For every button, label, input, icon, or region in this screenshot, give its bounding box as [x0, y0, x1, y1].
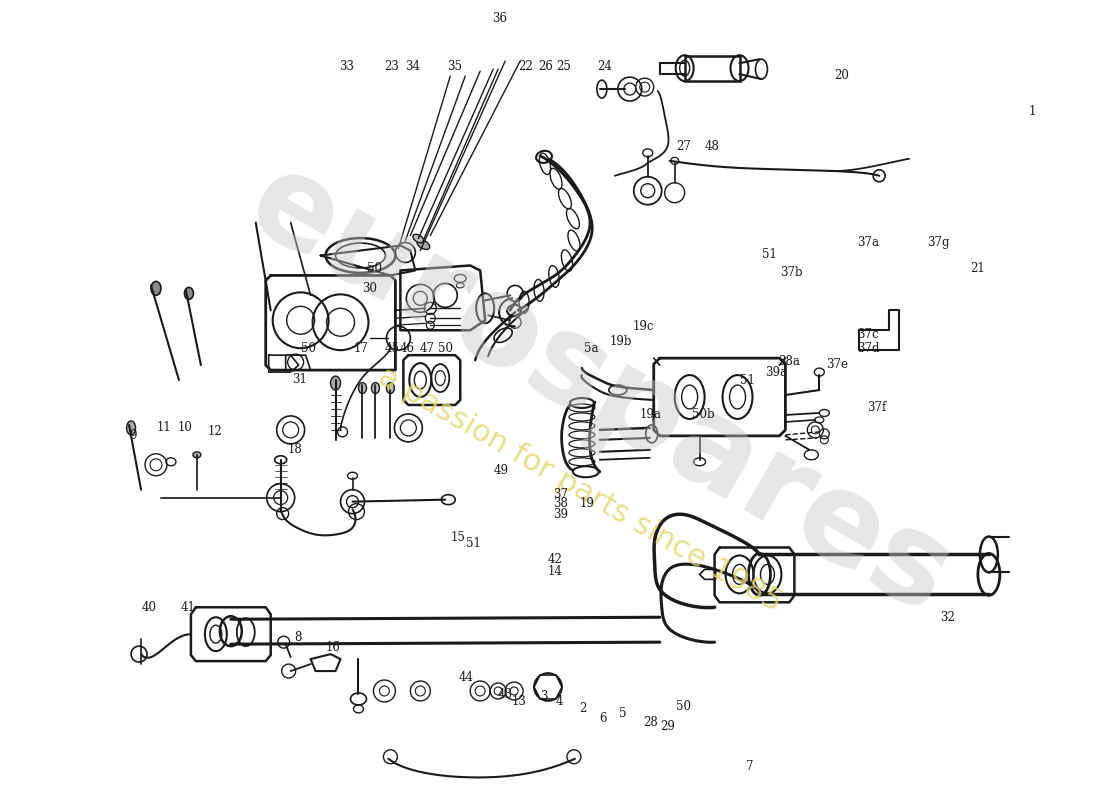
Text: 50b: 50b: [692, 408, 715, 421]
Text: 14: 14: [548, 565, 563, 578]
Ellipse shape: [192, 452, 201, 458]
Text: 42: 42: [548, 553, 563, 566]
Text: 37d: 37d: [857, 342, 879, 354]
Text: 50: 50: [438, 342, 453, 355]
Text: 9: 9: [130, 430, 136, 442]
Text: 24: 24: [597, 60, 613, 74]
Ellipse shape: [372, 382, 379, 394]
Text: 13: 13: [512, 695, 527, 708]
Text: 46: 46: [400, 342, 415, 355]
Text: 38a: 38a: [779, 355, 800, 368]
Text: 8: 8: [294, 631, 301, 644]
Text: 31: 31: [293, 373, 307, 386]
Text: 1: 1: [1030, 105, 1036, 118]
Text: 50: 50: [301, 342, 316, 355]
Text: 5a: 5a: [584, 342, 598, 354]
Ellipse shape: [126, 421, 135, 435]
Text: 18: 18: [288, 443, 302, 456]
Text: 45: 45: [385, 342, 399, 355]
Text: 28: 28: [644, 715, 658, 729]
Text: 37: 37: [553, 487, 569, 501]
Ellipse shape: [386, 382, 395, 394]
Text: 26: 26: [538, 60, 553, 74]
Text: 33: 33: [340, 60, 354, 74]
Text: 37g: 37g: [927, 236, 949, 249]
Text: 17: 17: [354, 342, 368, 355]
Text: 37f: 37f: [867, 402, 887, 414]
Ellipse shape: [359, 382, 366, 394]
Text: 48: 48: [705, 140, 719, 153]
Text: 37a: 37a: [857, 236, 879, 249]
Text: 25: 25: [556, 60, 571, 74]
Text: 15: 15: [450, 530, 465, 544]
Text: 49: 49: [493, 464, 508, 477]
Bar: [684, 56, 739, 81]
Text: 19c: 19c: [632, 320, 654, 333]
Text: 20: 20: [835, 69, 849, 82]
Text: 40: 40: [142, 601, 157, 614]
Text: 5: 5: [618, 707, 626, 720]
Ellipse shape: [331, 376, 341, 390]
Text: 30: 30: [363, 282, 377, 295]
Text: 39a: 39a: [764, 366, 786, 379]
Text: eurospares: eurospares: [228, 140, 972, 640]
Text: 22: 22: [518, 60, 534, 74]
Ellipse shape: [412, 234, 424, 243]
Text: a passion for parts since 1985: a passion for parts since 1985: [373, 362, 786, 618]
Text: 47: 47: [419, 342, 435, 355]
Text: 19: 19: [580, 497, 595, 510]
Text: 50: 50: [367, 262, 382, 275]
Text: 37c: 37c: [857, 328, 879, 341]
Ellipse shape: [417, 240, 430, 250]
Text: 37e: 37e: [826, 358, 848, 370]
Text: 32: 32: [939, 611, 955, 624]
Text: 3: 3: [540, 690, 547, 703]
Text: 36: 36: [492, 13, 507, 26]
Text: 38: 38: [553, 497, 569, 510]
Text: 10: 10: [177, 422, 192, 434]
Text: 27: 27: [676, 140, 691, 153]
Text: 6: 6: [598, 712, 606, 726]
Text: 51: 51: [740, 374, 755, 387]
Text: 7: 7: [746, 760, 754, 774]
Text: 51: 51: [762, 249, 777, 262]
Text: 23: 23: [385, 60, 399, 74]
Text: 37b: 37b: [780, 266, 803, 279]
Text: 50: 50: [676, 701, 692, 714]
Text: 44: 44: [459, 671, 474, 684]
Text: 29: 29: [660, 720, 674, 734]
Text: 43: 43: [497, 689, 513, 702]
Text: 4: 4: [557, 695, 563, 708]
Text: 16: 16: [326, 641, 340, 654]
Text: 41: 41: [180, 601, 196, 614]
Text: 51: 51: [465, 537, 481, 550]
Text: 19b: 19b: [610, 334, 632, 347]
Text: 11: 11: [156, 422, 172, 434]
Text: 21: 21: [970, 262, 986, 275]
Text: 35: 35: [447, 60, 462, 74]
Text: 34: 34: [405, 60, 420, 74]
Ellipse shape: [151, 282, 161, 295]
Ellipse shape: [185, 287, 194, 299]
Text: 12: 12: [208, 426, 222, 438]
Text: 19a: 19a: [640, 408, 662, 421]
Text: 39: 39: [553, 508, 569, 522]
Text: 2: 2: [580, 702, 586, 715]
